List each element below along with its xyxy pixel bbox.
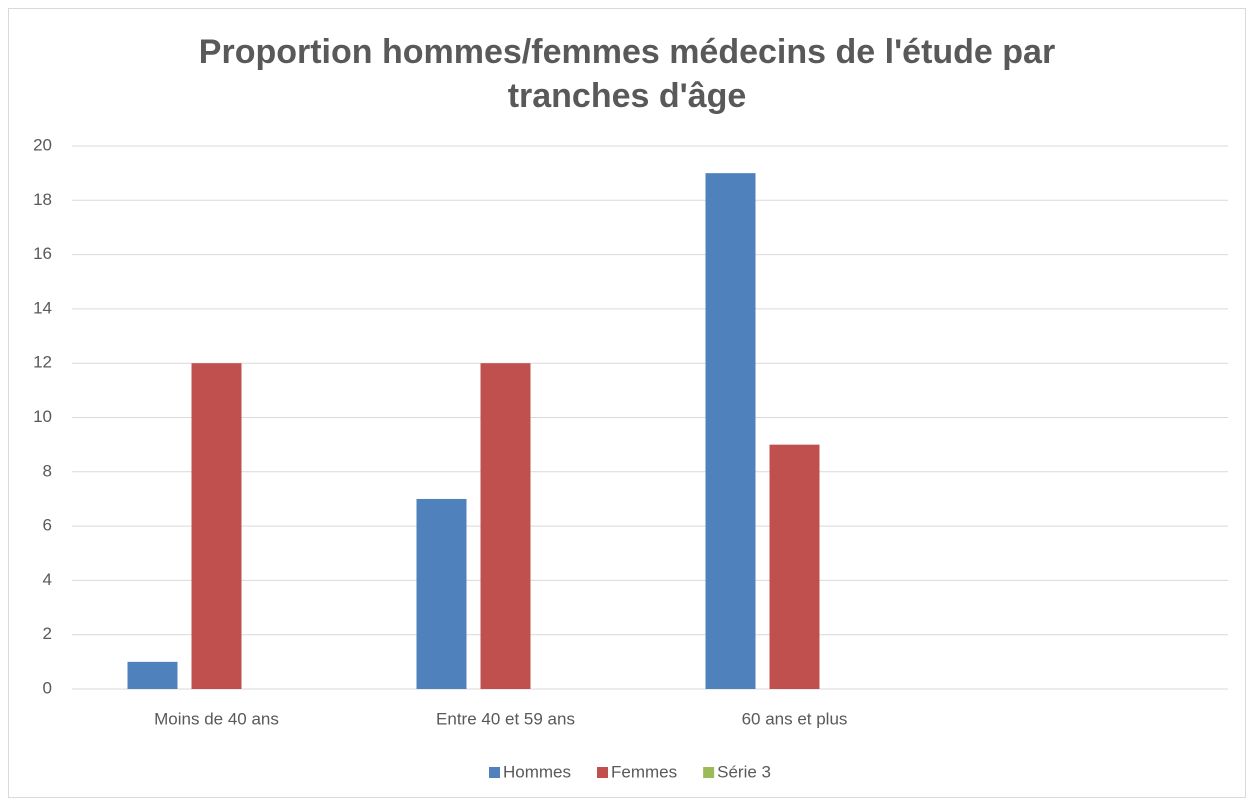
y-tick-label: 8	[43, 461, 52, 480]
x-tick-label: Entre 40 et 59 ans	[436, 709, 575, 728]
bar	[769, 444, 820, 689]
x-tick-label: 60 ans et plus	[742, 709, 848, 728]
legend-swatch	[703, 767, 715, 778]
legend-label: Femmes	[611, 762, 677, 781]
bar	[705, 173, 756, 689]
y-tick-label: 0	[43, 678, 52, 697]
legend-label: Hommes	[503, 762, 571, 781]
bar	[191, 363, 242, 689]
y-tick-label: 4	[43, 570, 52, 589]
y-tick-label: 16	[33, 244, 52, 263]
chart-title: Proportion hommes/femmes médecins de l'é…	[198, 33, 1056, 115]
y-tick-label: 6	[43, 516, 52, 535]
bar	[480, 363, 531, 689]
y-tick-label: 10	[33, 407, 52, 426]
y-tick-label: 12	[33, 353, 52, 372]
y-tick-label: 18	[33, 190, 52, 209]
y-tick-label: 14	[33, 298, 52, 317]
x-tick-label: Moins de 40 ans	[154, 709, 279, 728]
y-tick-label: 20	[33, 135, 52, 154]
legend-label: Série 3	[717, 762, 771, 781]
legend-swatch	[597, 767, 609, 778]
bar	[127, 661, 178, 689]
chart-frame	[8, 8, 1246, 798]
bar	[416, 498, 467, 689]
y-tick-label: 2	[43, 624, 52, 643]
legend-swatch	[488, 767, 500, 778]
